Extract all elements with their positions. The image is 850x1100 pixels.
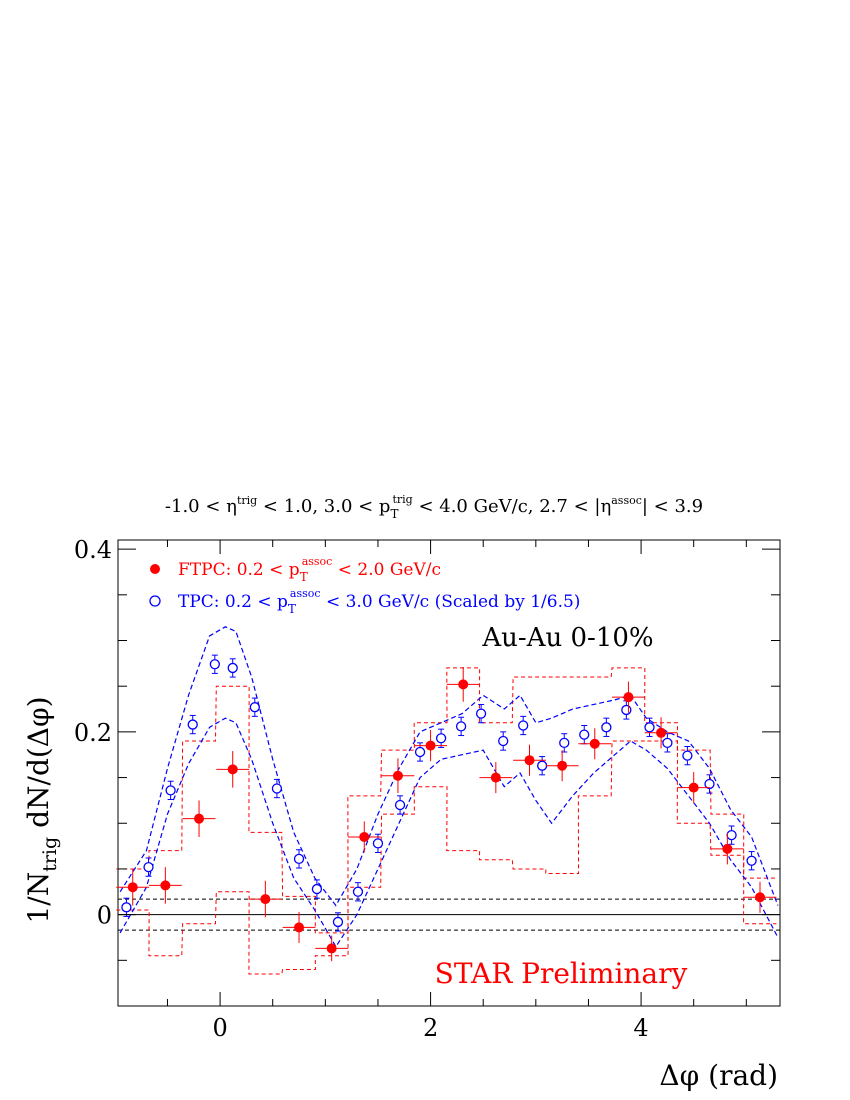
tpc-point [601,722,612,733]
ftpc-point [458,679,469,690]
legend-ftpc-marker [150,564,160,574]
legend-tpc-label: TPC: 0.2 < pTassoc < 3.0 GeV/c (Scaled b… [178,587,580,616]
ftpc-point [359,831,370,842]
tpc-point [579,729,590,740]
tpc-point [662,737,673,748]
tpc-point [475,708,487,719]
tpc-point [644,722,655,733]
tpc-band-lower [119,717,779,948]
ftpc-point [656,727,667,738]
tpc-band-upper [119,626,779,907]
tpc-point [121,902,132,913]
tpc-point [249,702,260,713]
y-tick-label: 0 [97,902,112,930]
ftpc-point [623,692,634,703]
tpc-point [143,861,154,873]
tpc-point [536,760,548,771]
ftpc-point [589,738,600,749]
plot-frame [117,539,781,1007]
centrality-annotation: Au-Au 0-10% [481,623,653,653]
y-tick-label: 0.2 [74,719,112,747]
tpc-point [726,829,737,841]
x-tick-label: 4 [633,1014,648,1042]
ftpc-point [722,843,733,854]
tpc-point [682,750,693,761]
legend-ftpc-label: FTPC: 0.2 < pTassoc < 2.0 GeV/c [178,555,441,584]
y-axis-label: 1/Ntrig dN/d(Δφ) [22,696,61,923]
tpc-point [559,737,570,748]
tpc-point [165,785,176,796]
ftpc-systematic-sys-high [116,667,777,934]
tpc-point [435,733,447,744]
ftpc-point [688,782,699,793]
y-tick-label: 0.4 [74,536,112,564]
x-tick-label: 0 [212,1014,227,1042]
tpc-point [372,838,384,849]
ftpc-point [755,892,766,903]
ftpc-point [490,772,501,783]
tpc-point [746,855,757,866]
legend: FTPC: 0.2 < pTassoc < 2.0 GeV/c TPC: 0.2… [149,555,580,616]
chart-title: -1.0 < ηtrig < 1.0, 3.0 < pTtrig < 4.0 G… [165,493,703,521]
ftpc-point [194,813,205,824]
ftpc-point [425,740,436,751]
tpc-point [271,783,283,794]
tpc-point [704,778,715,790]
legend-tpc-marker [149,595,161,607]
ftpc-point [392,770,403,781]
x-tick-label: 2 [423,1014,438,1042]
tpc-point [209,659,220,670]
tpc-point [352,886,364,897]
tpc-point [293,853,305,865]
ftpc-point [294,922,305,933]
ftpc-point [524,755,535,766]
tpc-point [414,746,426,758]
ftpc-point [227,764,238,775]
ftpc-point [326,943,337,954]
ftpc-point [557,760,568,771]
tpc-point [498,735,509,747]
x-axis-label: Δφ (rad) [659,1059,778,1092]
tpc-point [227,662,238,674]
tpc-point [455,721,467,732]
ftpc-point [127,882,138,893]
tpc-point [394,799,406,811]
tpc-point [311,883,323,895]
ftpc-point [260,894,271,905]
ftpc-point [160,880,171,891]
tpc-point [621,704,632,716]
ftpc-systematic-sys-low [116,740,777,975]
star-preliminary-watermark: STAR Preliminary [435,957,688,990]
tpc-point [332,916,344,928]
tpc-point [518,720,529,731]
tpc-point [187,719,198,730]
